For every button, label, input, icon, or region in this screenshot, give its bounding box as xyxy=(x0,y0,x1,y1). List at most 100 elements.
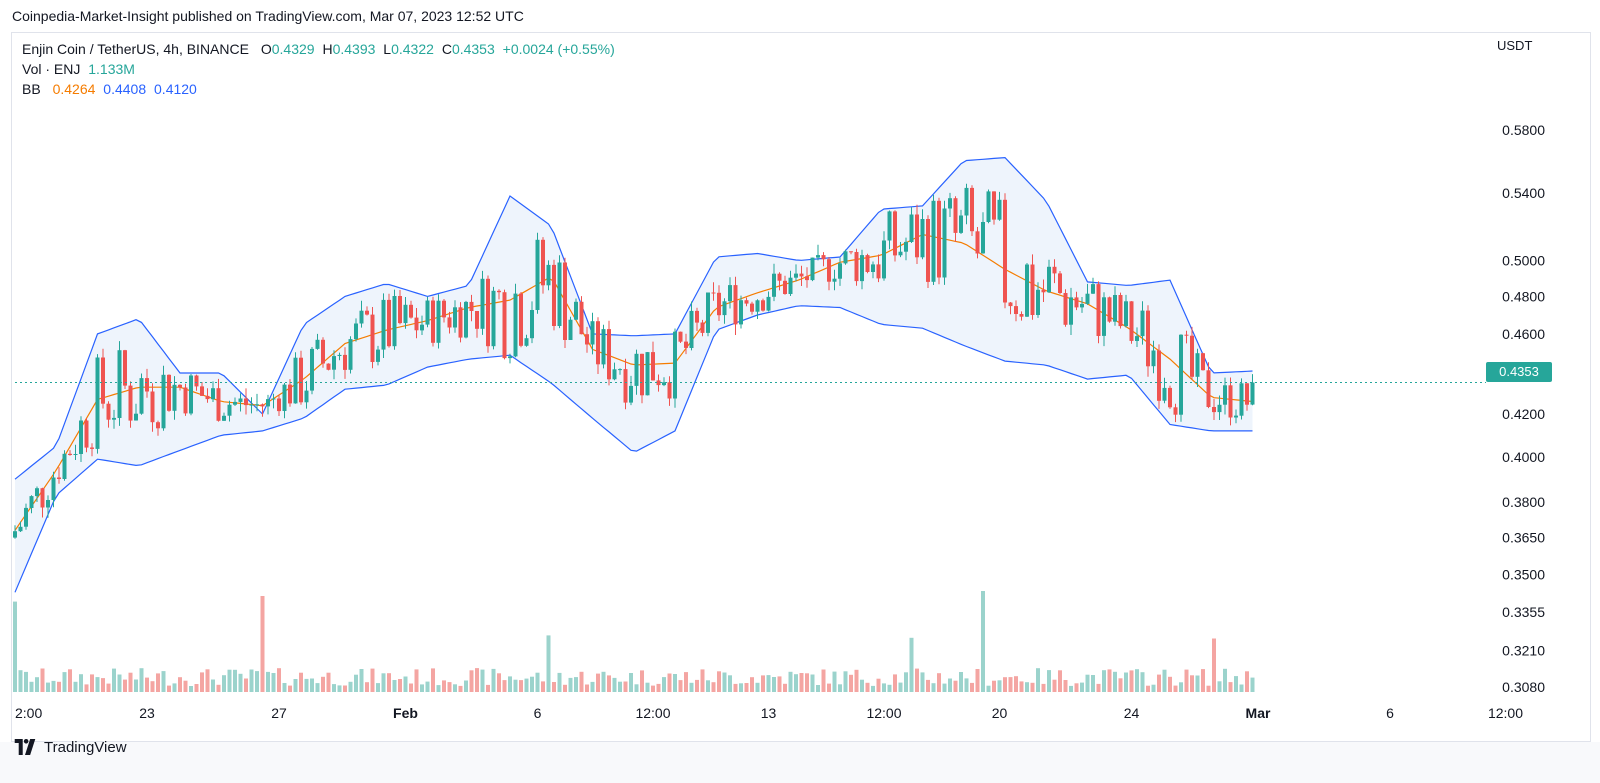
candle-body xyxy=(227,404,232,416)
volume-bar xyxy=(524,678,529,692)
candle-body xyxy=(623,369,628,403)
candle-body xyxy=(128,385,133,421)
volume-bar xyxy=(79,674,83,692)
candle-body xyxy=(563,262,567,340)
candle-body xyxy=(1069,297,1073,325)
volume-bar xyxy=(134,679,138,692)
candles-layer xyxy=(13,183,1255,539)
volume-bar xyxy=(288,685,292,692)
candle-body xyxy=(519,293,523,346)
candle-body xyxy=(343,354,347,370)
volume-bar xyxy=(854,669,859,692)
open-label: O xyxy=(260,41,272,57)
candle-body xyxy=(134,413,138,421)
volume-bar xyxy=(321,676,325,692)
candle-body xyxy=(827,259,831,282)
candle-body xyxy=(24,507,28,527)
candle-body xyxy=(293,357,298,404)
volume-bar xyxy=(827,683,831,692)
volume-bar xyxy=(755,682,760,692)
volume-bar xyxy=(216,684,221,692)
volume-bar xyxy=(123,679,127,692)
candle-body xyxy=(326,363,331,370)
candle-body xyxy=(651,352,655,381)
candle-body xyxy=(717,292,721,316)
candle-body xyxy=(1041,289,1046,293)
candle-body xyxy=(321,339,325,364)
candle-body xyxy=(535,239,540,310)
candle-body xyxy=(645,352,650,396)
price-tick-label: 0.3800 xyxy=(1502,494,1545,510)
volume-bar xyxy=(90,674,94,692)
volume-bar xyxy=(997,680,1002,692)
candle-body xyxy=(1118,295,1123,327)
volume-legend[interactable]: Vol · ENJ 1.133M xyxy=(22,61,135,77)
currency-label[interactable]: USDT xyxy=(1497,38,1533,53)
candle-body xyxy=(453,307,457,328)
volume-bar xyxy=(18,670,23,692)
candle-body xyxy=(1063,293,1068,325)
volume-bar xyxy=(601,671,606,692)
candle-body xyxy=(1173,407,1178,415)
volume-bar xyxy=(970,682,974,692)
candle-body xyxy=(821,255,826,260)
volume-bar xyxy=(981,591,985,692)
volume-bar xyxy=(469,670,474,692)
candle-body xyxy=(491,290,496,347)
candle-body xyxy=(84,420,89,448)
volume-bar xyxy=(931,683,936,692)
volume-bar xyxy=(370,668,375,692)
volume-bar xyxy=(618,681,622,692)
symbol-title[interactable]: Enjin Coin / TetherUS, 4h, BINANCE xyxy=(22,41,249,57)
candle-body xyxy=(73,454,78,455)
volume-bar xyxy=(783,683,787,692)
candle-body xyxy=(161,374,166,429)
bollinger-legend[interactable]: BB 0.4264 0.4408 0.4120 xyxy=(22,81,197,97)
volume-bar xyxy=(420,684,424,692)
volume-bar xyxy=(1162,669,1167,692)
bb-basis-line xyxy=(14,233,1253,531)
candle-body xyxy=(431,300,435,343)
price-axis: 0.58000.54000.50000.48000.46000.44000.42… xyxy=(1502,122,1545,695)
candle-body xyxy=(458,307,463,338)
ohlc-legend[interactable]: Enjin Coin / TetherUS, 4h, BINANCE O 0.43… xyxy=(22,41,615,57)
volume-bar xyxy=(788,671,793,692)
tradingview-brand[interactable]: TradingView xyxy=(12,737,127,757)
volume-bar xyxy=(1019,681,1024,692)
candle-body xyxy=(607,329,611,380)
candle-body xyxy=(887,211,892,241)
volume-bar xyxy=(1234,676,1238,692)
volume-bar xyxy=(486,684,490,692)
volume-bar xyxy=(222,675,226,692)
high-value: 0.4393 xyxy=(332,41,376,57)
candle-body xyxy=(464,301,468,338)
candle-body xyxy=(761,300,765,311)
volume-bar xyxy=(975,669,980,692)
candle-body xyxy=(678,331,683,342)
volume-bar xyxy=(464,680,468,692)
volume-bar xyxy=(557,672,562,692)
volume-bar xyxy=(953,680,958,692)
candle-body xyxy=(689,310,694,348)
candle-body xyxy=(392,296,397,347)
volume-bar xyxy=(640,670,644,692)
volume-bar xyxy=(1074,683,1079,692)
volume-bar xyxy=(1058,670,1062,692)
candle-body xyxy=(354,323,358,340)
volume-bar xyxy=(139,668,144,692)
volume-bar xyxy=(1069,685,1073,692)
volume-bar xyxy=(816,685,820,692)
candle-body xyxy=(282,384,287,411)
candle-body xyxy=(29,496,34,508)
candle-body xyxy=(211,388,215,400)
close-label: C xyxy=(441,41,452,57)
candle-body xyxy=(849,251,853,253)
candle-body xyxy=(480,278,485,329)
candle-body xyxy=(612,369,617,380)
volume-bar xyxy=(183,680,188,692)
candle-body xyxy=(502,292,507,359)
volume-bar xyxy=(574,677,578,692)
candle-body xyxy=(667,382,672,399)
volume-bar xyxy=(1245,671,1249,692)
